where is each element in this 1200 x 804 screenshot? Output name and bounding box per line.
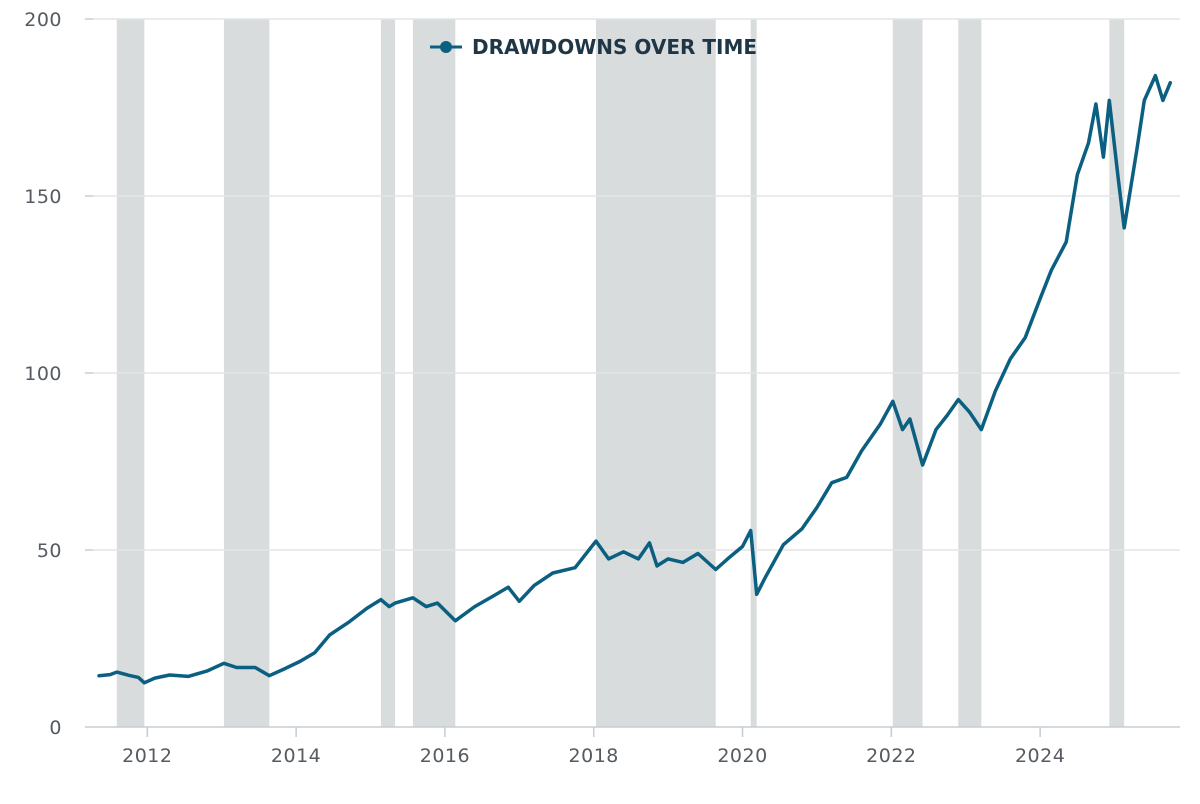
series-layer (97, 73, 1173, 685)
x-tick-label: 2020 (717, 745, 767, 767)
y-tick-label: 100 (24, 363, 62, 385)
x-tick-label: 2012 (122, 745, 172, 767)
y-tick-label: 50 (37, 540, 62, 562)
x-tick-label: 2022 (866, 745, 916, 767)
x-tick-label: 2024 (1015, 745, 1065, 767)
axes: 0 50 100 150 200 2012 2014 2016 2018 2020 2022 2024 (24, 9, 1180, 767)
x-tick-label: 2014 (271, 745, 321, 767)
y-tick-label: 0 (49, 717, 62, 739)
line-circle-icon (440, 41, 452, 53)
legend-label: DRAWDOWNS OVER TIME (472, 35, 757, 59)
x-tick-label: 2016 (420, 745, 470, 767)
x-tick-label: 2018 (569, 745, 619, 767)
y-tick-label: 200 (24, 9, 62, 31)
gridlines (93, 18, 1180, 551)
series-line-1 (97, 73, 1173, 685)
y-tick-label: 150 (24, 186, 62, 208)
legend[interactable]: DRAWDOWNS OVER TIME (430, 35, 757, 59)
